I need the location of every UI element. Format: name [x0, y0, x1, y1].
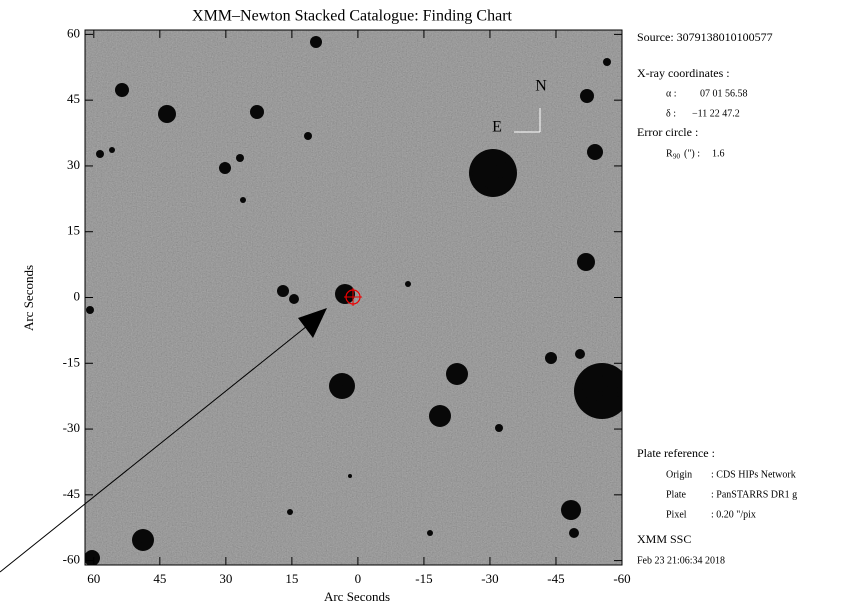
compass-north: N	[535, 78, 547, 95]
x-axis-label: Arc Seconds	[324, 589, 390, 604]
plate-heading: Plate reference :	[637, 446, 715, 460]
star	[545, 352, 557, 364]
x-tick-label: -45	[547, 571, 564, 586]
star	[277, 285, 289, 297]
star	[287, 509, 293, 515]
star	[427, 530, 433, 536]
star	[577, 253, 595, 271]
star	[580, 89, 594, 103]
star	[405, 281, 411, 287]
star	[115, 83, 129, 97]
star	[96, 150, 104, 158]
y-tick-label: 45	[67, 91, 80, 106]
star	[587, 144, 603, 160]
error-heading: Error circle :	[637, 125, 698, 139]
star	[469, 149, 517, 197]
plate-label: Plate	[666, 489, 687, 500]
finding-chart-page: N E XMM–Newton Stacked Catalogue: Findin…	[0, 0, 841, 606]
origin-label: Origin	[666, 469, 692, 480]
y-tick-label: 30	[67, 157, 80, 172]
star	[569, 528, 579, 538]
y-tick-label: 15	[67, 223, 80, 238]
y-tick-label: -30	[63, 420, 80, 435]
star	[158, 105, 176, 123]
star	[250, 105, 264, 119]
producer: XMM SSC	[637, 532, 691, 546]
origin-value: : CDS HIPs Network	[711, 469, 796, 480]
delta-value: −11 22 47.2	[692, 108, 740, 119]
compass-east: E	[492, 119, 502, 136]
star	[561, 500, 581, 520]
y-tick-label: -60	[63, 552, 80, 567]
sky-image	[84, 30, 630, 566]
x-tick-label: 30	[219, 571, 232, 586]
date: Feb 23 21:06:34 2018	[637, 555, 725, 566]
star	[348, 474, 352, 478]
star	[335, 284, 355, 304]
star	[495, 424, 503, 432]
r-value: 1.6	[712, 148, 725, 159]
star	[304, 132, 312, 140]
x-tick-label: -60	[613, 571, 630, 586]
star	[575, 349, 585, 359]
star	[219, 162, 231, 174]
x-tick-label: -15	[415, 571, 432, 586]
r-label: R	[666, 148, 673, 159]
alpha-label: α :	[666, 88, 677, 99]
delta-label: δ :	[666, 108, 676, 119]
star	[84, 550, 100, 566]
star	[236, 154, 244, 162]
y-tick-label: -15	[63, 354, 80, 369]
star	[429, 405, 451, 427]
x-tick-label: 0	[355, 571, 362, 586]
y-tick-label: -45	[63, 486, 80, 501]
star	[289, 294, 299, 304]
star	[446, 363, 468, 385]
xray-heading: X-ray coordinates :	[637, 66, 730, 80]
y-tick-label: 0	[74, 288, 81, 303]
star	[240, 197, 246, 203]
info-panel: Source: 3079138010100577 X-ray coordinat…	[637, 30, 797, 567]
pixel-label: Pixel	[666, 509, 687, 520]
pixel-value: : 0.20 "/pix	[711, 509, 756, 520]
x-tick-label: 45	[153, 571, 166, 586]
star	[603, 58, 611, 66]
plate-value: : PanSTARRS DR1 g	[711, 489, 797, 500]
alpha-value: 07 01 56.58	[700, 88, 748, 99]
star	[310, 36, 322, 48]
r-unit: (") :	[684, 148, 700, 159]
star	[132, 529, 154, 551]
y-tick-label: 60	[67, 25, 80, 40]
star	[329, 373, 355, 399]
x-tick-label: -30	[481, 571, 498, 586]
x-tick-label: 15	[285, 571, 298, 586]
star	[109, 147, 115, 153]
chart-title: XMM–Newton Stacked Catalogue: Finding Ch…	[192, 8, 513, 25]
r-subscript: 90	[673, 153, 681, 161]
star	[86, 306, 94, 314]
x-tick-label: 60	[87, 571, 100, 586]
source-id: Source: 3079138010100577	[637, 30, 773, 44]
y-axis-label: Arc Seconds	[21, 265, 36, 331]
